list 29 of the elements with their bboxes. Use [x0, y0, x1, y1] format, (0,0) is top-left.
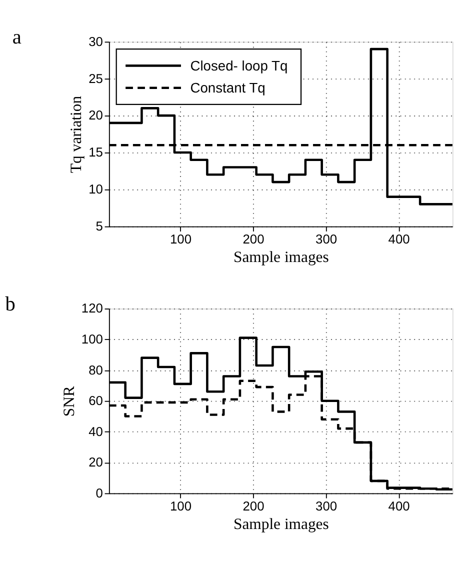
x-tick-label: 100 [170, 498, 192, 514]
x-tick-label: 200 [242, 231, 264, 246]
y-tick-label: 10 [88, 182, 103, 197]
y-tick-label: 80 [88, 362, 103, 378]
y-tick-label: 20 [88, 108, 103, 123]
y-tick-label: 60 [88, 393, 103, 408]
x-tick-label: 400 [388, 498, 410, 514]
y-tick-label: 20 [88, 454, 103, 470]
chart-title: b [5, 293, 16, 316]
y-tick-label: 100 [81, 331, 103, 346]
y-tick-label: 30 [88, 34, 103, 49]
y-tick-label: 25 [88, 70, 103, 86]
y-tick-label: 120 [81, 300, 103, 316]
y-axis-title: Tq variation [68, 96, 86, 174]
y-tick-label: 40 [88, 424, 103, 439]
x-tick-label: 300 [316, 231, 338, 246]
x-axis-title: Sample images [233, 516, 329, 533]
x-tick-label: 200 [242, 498, 264, 514]
y-tick-label: 0 [96, 485, 103, 500]
x-tick-label: 100 [170, 231, 192, 246]
legend-label: Constant Tq [190, 79, 266, 96]
x-axis-title: Sample images [233, 248, 329, 266]
y-axis-title: SNR [61, 386, 78, 417]
y-tick-label: 5 [96, 218, 103, 234]
x-tick-label: 400 [388, 231, 410, 246]
y-tick-label: 15 [88, 144, 103, 160]
x-tick-label: 300 [316, 498, 338, 514]
legend-label: Closed- loop Tq [190, 57, 288, 74]
chart-title: a [12, 26, 22, 49]
